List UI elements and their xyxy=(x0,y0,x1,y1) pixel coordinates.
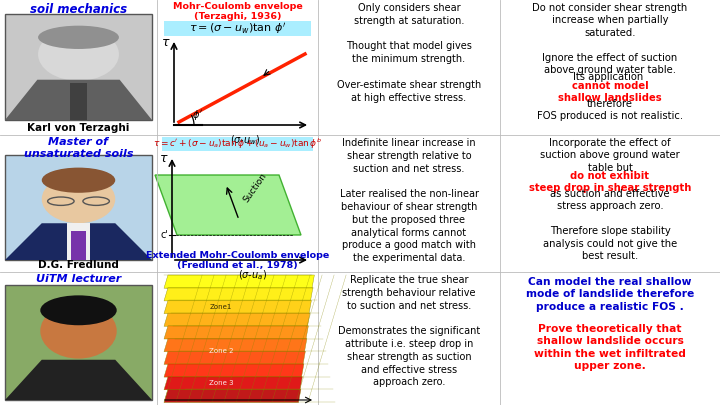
Polygon shape xyxy=(5,223,152,260)
Polygon shape xyxy=(155,175,301,235)
Text: cannot model
shallow landslides: cannot model shallow landslides xyxy=(558,81,662,102)
Text: $\tau = (\sigma - u_w)\tan\,\phi'$: $\tau = (\sigma - u_w)\tan\,\phi'$ xyxy=(189,21,287,36)
Ellipse shape xyxy=(40,295,117,325)
Ellipse shape xyxy=(40,303,117,358)
Text: $(\sigma\text{-}u_a)$: $(\sigma\text{-}u_a)$ xyxy=(238,268,267,281)
FancyBboxPatch shape xyxy=(162,137,313,151)
Text: $\tau$: $\tau$ xyxy=(161,36,171,49)
Text: $\tau$: $\tau$ xyxy=(159,153,169,166)
Text: D.G. Fredlund: D.G. Fredlund xyxy=(38,260,119,270)
Polygon shape xyxy=(164,313,310,326)
Text: Mohr-Coulomb envelope
(Terzaghi, 1936): Mohr-Coulomb envelope (Terzaghi, 1936) xyxy=(173,2,302,21)
Ellipse shape xyxy=(38,28,119,81)
Text: Zone 2: Zone 2 xyxy=(209,348,233,354)
Text: Indefinite linear increase in
shear strength relative to
suction and net stress.: Indefinite linear increase in shear stre… xyxy=(340,138,479,263)
Ellipse shape xyxy=(38,26,119,49)
Text: Zone 3: Zone 3 xyxy=(209,380,233,386)
Text: do not exhibit
steep drop in shear strength: do not exhibit steep drop in shear stren… xyxy=(528,171,691,193)
Polygon shape xyxy=(164,389,301,403)
Ellipse shape xyxy=(42,168,115,193)
Polygon shape xyxy=(5,360,152,400)
Polygon shape xyxy=(164,326,308,339)
Text: Master of
unsaturated soils: Master of unsaturated soils xyxy=(24,137,133,159)
Text: Replicate the true shear
strength behaviour relative
to suction and net stress.
: Replicate the true shear strength behavi… xyxy=(338,275,480,388)
Text: Do not consider shear strength
increase when partially
saturated.

Ignore the ef: Do not consider shear strength increase … xyxy=(532,3,688,75)
Text: therefore
FOS produced is not realistic.: therefore FOS produced is not realistic. xyxy=(537,99,683,121)
Text: Can model the real shallow
mode of landslide therefore
produce a realistic FOS .: Can model the real shallow mode of lands… xyxy=(526,277,694,312)
FancyBboxPatch shape xyxy=(164,21,311,36)
Polygon shape xyxy=(164,377,302,390)
Text: c': c' xyxy=(160,230,168,240)
Text: $\phi'$: $\phi'$ xyxy=(192,108,203,122)
Bar xyxy=(5,155,152,260)
Polygon shape xyxy=(5,80,152,120)
Bar xyxy=(67,223,90,260)
Bar xyxy=(5,285,152,400)
Polygon shape xyxy=(164,351,305,364)
Text: $(\sigma\text{-}u_w)$: $(\sigma\text{-}u_w)$ xyxy=(230,133,261,147)
Text: as suction and effective
stress approach zero.

Therefore slope stability
analys: as suction and effective stress approach… xyxy=(543,189,677,261)
Polygon shape xyxy=(164,339,307,352)
Text: Its application: Its application xyxy=(573,72,647,82)
Bar xyxy=(70,83,87,120)
Text: $\tau=c'+(\sigma-u_a)\tan\phi+(u_a-u_w)\tan\phi^b$: $\tau=c'+(\sigma-u_a)\tan\phi+(u_a-u_w)\… xyxy=(153,137,322,151)
Polygon shape xyxy=(164,301,311,313)
Bar xyxy=(71,230,86,260)
Text: Extended Mohr-Coulomb envelope
(Fredlund et al., 1978): Extended Mohr-Coulomb envelope (Fredlund… xyxy=(146,251,329,270)
Ellipse shape xyxy=(42,175,115,223)
Text: Karl von Terzaghi: Karl von Terzaghi xyxy=(27,123,130,133)
Text: soil mechanics: soil mechanics xyxy=(30,3,127,16)
Text: Prove theoretically that
shallow landslide occurs
within the wet infiltrated
upp: Prove theoretically that shallow landsli… xyxy=(534,324,686,371)
Text: Suction: Suction xyxy=(242,171,269,204)
Polygon shape xyxy=(164,364,304,377)
Text: Only considers shear
strength at saturation.

Thought that model gives
the minim: Only considers shear strength at saturat… xyxy=(337,3,481,102)
Text: Incorporate the effect of
suction above ground water
table but: Incorporate the effect of suction above … xyxy=(540,138,680,173)
Text: Zone1: Zone1 xyxy=(210,304,233,310)
Polygon shape xyxy=(164,288,313,301)
Bar xyxy=(5,14,152,120)
Polygon shape xyxy=(164,275,315,288)
Text: UiTM lecturer: UiTM lecturer xyxy=(36,274,121,284)
